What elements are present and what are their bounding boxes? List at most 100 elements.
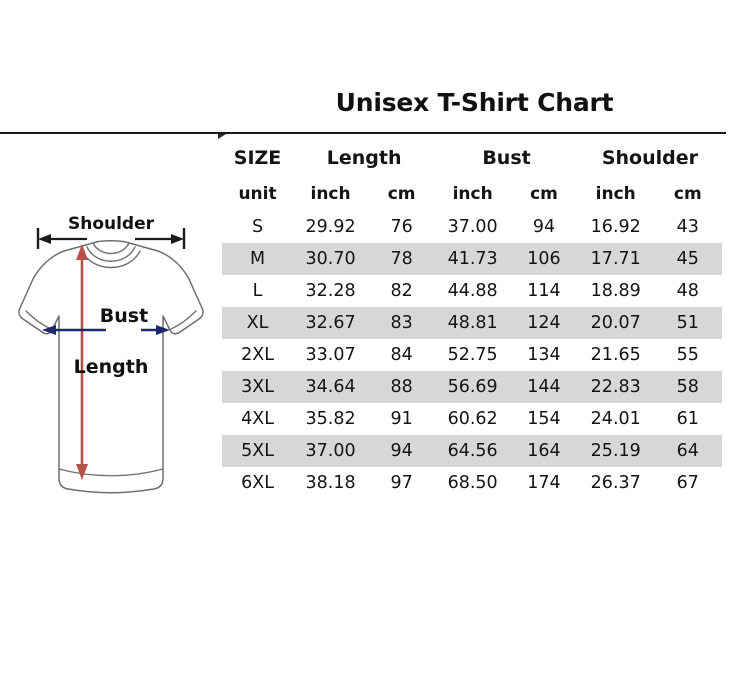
size-cell: 4XL xyxy=(241,409,274,429)
measurement-cell: 134 xyxy=(527,345,561,365)
measurement-cell: 88 xyxy=(368,371,436,403)
measurement-cell: 33.07 xyxy=(305,345,356,365)
column-group-header: SIZE xyxy=(233,147,282,169)
measurement-cell: 94 xyxy=(368,435,436,467)
measurement-cell: 83 xyxy=(368,307,436,339)
size-cell: 2XL xyxy=(241,345,274,365)
size-cell: L xyxy=(252,281,263,301)
length-arrow-icon xyxy=(76,244,88,480)
measurement-cell: 24.01 xyxy=(590,409,641,429)
measurement-cell: 41.73 xyxy=(435,243,511,275)
measurement-cell: 97 xyxy=(390,473,413,493)
column-group-header: Shoulder xyxy=(601,147,699,169)
table-unit-header-row: unit inch cm inch cm inch cm xyxy=(222,176,722,211)
measurement-cell: 45 xyxy=(653,243,722,275)
measurement-cell: 38.18 xyxy=(305,473,356,493)
table-row: 6XL 38.18 97 68.50 174 26.37 67 xyxy=(222,467,722,499)
column-group-header: Bust xyxy=(482,147,531,169)
measurement-cell: 61 xyxy=(676,409,699,429)
measurement-cell: 32.28 xyxy=(305,281,356,301)
size-cell: 5XL xyxy=(222,435,294,467)
measurement-cell: 20.07 xyxy=(577,307,654,339)
tshirt-diagram: Shoulder Length Bust xyxy=(8,216,214,508)
page-title: Unisex T-Shirt Chart xyxy=(335,88,614,117)
column-unit-header: inch xyxy=(310,183,351,204)
measurement-cell: 35.82 xyxy=(305,409,356,429)
table-row: 5XL 37.00 94 64.56 164 25.19 64 xyxy=(222,435,722,467)
size-cell: XL xyxy=(222,307,294,339)
size-cell: S xyxy=(251,217,264,237)
header-divider xyxy=(0,132,726,134)
shoulder-guide-ticks-icon xyxy=(36,228,186,249)
measurement-cell: 84 xyxy=(390,345,413,365)
measurement-cell: 78 xyxy=(368,243,436,275)
measurement-cell: 29.92 xyxy=(305,217,356,237)
table-row: XL 32.67 83 48.81 124 20.07 51 xyxy=(222,307,722,339)
measurement-cell: 25.19 xyxy=(577,435,654,467)
column-unit-header: cm xyxy=(530,183,558,204)
divider-notch-icon xyxy=(218,134,226,139)
measurement-cell: 51 xyxy=(653,307,722,339)
measurement-cell: 56.69 xyxy=(435,371,511,403)
measurement-cell: 22.83 xyxy=(577,371,654,403)
table-row: 2XL 33.07 84 52.75 134 21.65 55 xyxy=(222,339,722,371)
table-row: 3XL 34.64 88 56.69 144 22.83 58 xyxy=(222,371,722,403)
measurement-cell: 26.37 xyxy=(590,473,641,493)
measurement-cell: 48.81 xyxy=(435,307,511,339)
column-unit-header: unit xyxy=(238,183,277,204)
shoulder-label: Shoulder xyxy=(68,216,155,234)
measurement-cell: 21.65 xyxy=(590,345,641,365)
measurement-cell: 30.70 xyxy=(293,243,369,275)
measurement-cell: 58 xyxy=(653,371,722,403)
measurement-cell: 106 xyxy=(510,243,578,275)
measurement-cell: 144 xyxy=(510,371,578,403)
measurement-cell: 16.92 xyxy=(590,217,641,237)
measurement-cell: 91 xyxy=(390,409,413,429)
measurement-cell: 48 xyxy=(676,281,699,301)
measurement-cell: 67 xyxy=(676,473,699,493)
size-cell: 6XL xyxy=(241,473,274,493)
measurement-cell: 43 xyxy=(676,217,699,237)
measurement-cell: 174 xyxy=(527,473,561,493)
measurement-cell: 164 xyxy=(510,435,578,467)
table-group-header-row: SIZE Length Bust Shoulder xyxy=(222,140,722,176)
measurement-cell: 154 xyxy=(527,409,561,429)
column-unit-header: inch xyxy=(452,183,493,204)
measurement-cell: 94 xyxy=(532,217,556,237)
hem-icon xyxy=(58,468,164,477)
measurement-cell: 124 xyxy=(510,307,578,339)
size-cell: 3XL xyxy=(222,371,294,403)
measurement-cell: 17.71 xyxy=(577,243,654,275)
measurement-cell: 52.75 xyxy=(447,345,498,365)
tshirt-outline-icon xyxy=(18,240,204,494)
column-unit-header: cm xyxy=(387,183,416,204)
measurement-cell: 64.56 xyxy=(435,435,511,467)
column-unit-header: cm xyxy=(673,183,702,204)
table-row: M 30.70 78 41.73 106 17.71 45 xyxy=(222,243,722,275)
length-label: Length xyxy=(74,356,149,378)
bust-label: Bust xyxy=(100,305,148,327)
measurement-cell: 18.89 xyxy=(590,281,641,301)
shoulder-arrow-icon xyxy=(38,234,184,244)
size-chart-table: SIZE Length Bust Shoulder unit inch cm inch cm in… xyxy=(222,140,722,499)
size-cell: M xyxy=(222,243,294,275)
table-row: 4XL 35.82 91 60.62 154 24.01 61 xyxy=(222,403,722,435)
table-row: L 32.28 82 44.88 114 18.89 48 xyxy=(222,275,722,307)
measurement-cell: 60.62 xyxy=(447,409,498,429)
measurement-cell: 37.00 xyxy=(447,217,498,237)
table-row: S 29.92 76 37.00 94 16.92 43 xyxy=(222,211,722,243)
measurement-cell: 44.88 xyxy=(447,281,498,301)
measurement-cell: 64 xyxy=(653,435,722,467)
bust-arrow-icon xyxy=(42,325,170,335)
measurement-cell: 32.67 xyxy=(293,307,369,339)
measurement-cell: 34.64 xyxy=(293,371,369,403)
measurement-cell: 55 xyxy=(676,345,699,365)
column-group-header: Length xyxy=(326,147,402,169)
measurement-cell: 114 xyxy=(527,281,561,301)
measurement-cell: 37.00 xyxy=(293,435,369,467)
measurement-cell: 82 xyxy=(390,281,413,301)
column-unit-header: inch xyxy=(595,183,636,204)
measurement-cell: 68.50 xyxy=(447,473,498,493)
measurement-cell: 76 xyxy=(390,217,413,237)
